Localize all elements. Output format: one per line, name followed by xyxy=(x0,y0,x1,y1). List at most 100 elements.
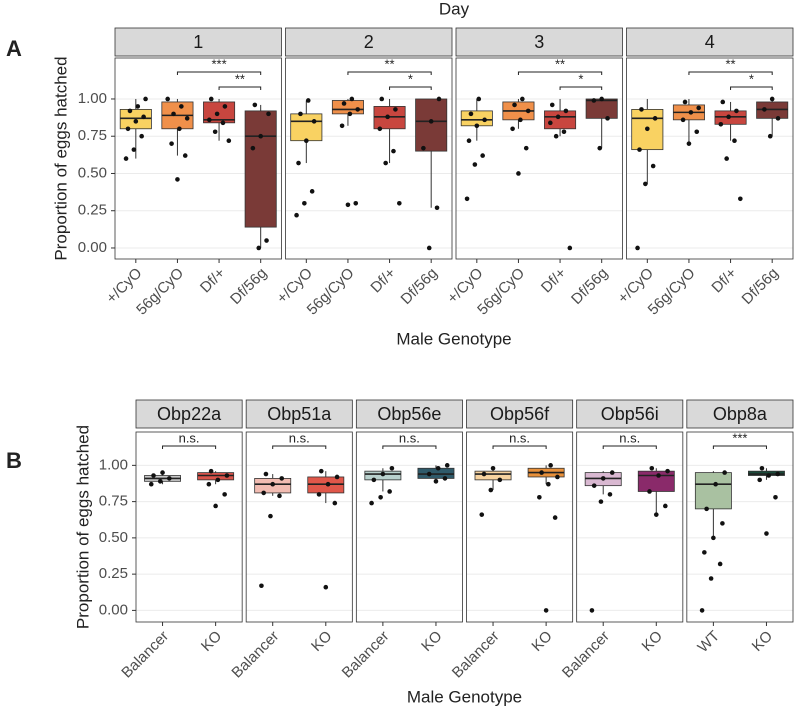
point xyxy=(717,561,723,567)
point xyxy=(206,481,212,487)
significance-bracket xyxy=(176,71,262,75)
point xyxy=(635,245,640,251)
point xyxy=(553,133,559,139)
y-tick-label: 0.00 xyxy=(78,239,107,256)
point xyxy=(270,481,276,487)
box xyxy=(290,113,323,142)
point xyxy=(518,117,523,123)
point xyxy=(702,550,707,555)
point xyxy=(252,102,258,108)
point xyxy=(726,114,731,120)
point xyxy=(650,163,656,169)
point xyxy=(734,108,739,114)
point xyxy=(341,101,347,106)
strip-label: Obp8a xyxy=(713,404,768,424)
x-tick-label: Df/56g xyxy=(739,265,782,308)
point xyxy=(561,129,567,135)
point xyxy=(653,512,659,517)
point xyxy=(309,189,315,194)
point xyxy=(345,202,351,208)
strip-label: Obp56e xyxy=(377,404,441,424)
point xyxy=(258,133,263,139)
point xyxy=(160,470,165,475)
point xyxy=(762,107,767,112)
significance-bracket xyxy=(730,86,773,90)
point xyxy=(379,96,385,102)
facet-title: Day xyxy=(439,0,470,18)
point xyxy=(520,96,525,102)
significance-label: * xyxy=(749,71,754,86)
strip xyxy=(114,27,282,57)
point xyxy=(665,468,670,474)
strip-label: 3 xyxy=(534,32,544,52)
y-tick-label: 0.50 xyxy=(99,529,128,546)
strip-label: Obp22a xyxy=(157,404,222,424)
point xyxy=(767,133,773,139)
strip xyxy=(686,399,794,429)
significance-label: n.s. xyxy=(179,430,200,445)
significance-bracket xyxy=(272,445,327,449)
point xyxy=(127,108,133,114)
significance-bracket xyxy=(688,71,773,75)
point xyxy=(391,148,396,154)
point xyxy=(175,177,180,182)
point xyxy=(264,238,269,243)
point xyxy=(385,114,390,120)
point xyxy=(179,104,184,109)
point xyxy=(720,99,726,105)
point xyxy=(369,500,374,506)
point xyxy=(688,110,694,115)
point xyxy=(605,116,610,121)
point xyxy=(141,114,146,120)
panel-letter: B xyxy=(6,448,22,473)
strip-label: Obp56i xyxy=(601,404,659,424)
point xyxy=(171,111,176,117)
point xyxy=(682,99,688,105)
x-tick-label: KO xyxy=(308,628,335,655)
point xyxy=(696,105,701,111)
x-tick-label: Df/+ xyxy=(538,264,570,296)
point xyxy=(647,489,652,494)
point xyxy=(433,479,439,484)
point xyxy=(215,477,221,483)
point xyxy=(208,96,214,102)
point xyxy=(639,107,644,112)
plot-panel xyxy=(136,432,243,622)
point xyxy=(597,145,603,151)
point xyxy=(442,476,448,481)
point xyxy=(250,145,256,151)
point xyxy=(775,116,781,121)
y-tick-label: 0.25 xyxy=(99,565,128,582)
x-tick-label: Balancer xyxy=(559,628,613,682)
point xyxy=(555,474,560,480)
point xyxy=(157,479,163,484)
point xyxy=(598,499,604,504)
significance-label: n.s. xyxy=(619,430,640,445)
x-tick-label: Df/+ xyxy=(708,264,740,296)
strip xyxy=(135,399,243,429)
point xyxy=(497,477,503,483)
point xyxy=(720,521,725,526)
box xyxy=(244,110,277,228)
point xyxy=(125,126,131,132)
point xyxy=(151,473,156,478)
panel-border xyxy=(285,57,453,260)
point xyxy=(325,481,331,487)
significance-bracket xyxy=(382,445,437,449)
point xyxy=(377,126,383,132)
point xyxy=(591,483,597,488)
significance-bracket xyxy=(218,86,262,90)
x-tick-label: KO xyxy=(528,628,555,655)
panel-border xyxy=(135,431,243,623)
point xyxy=(387,489,392,494)
point xyxy=(266,111,271,117)
significance-bracket xyxy=(347,71,432,75)
significance-bracket xyxy=(559,86,603,90)
x-tick-label: Df/56g xyxy=(568,265,611,308)
plot-panel xyxy=(576,432,683,622)
point xyxy=(607,492,613,497)
significance-bracket xyxy=(162,445,217,449)
significance-label: ** xyxy=(385,56,395,71)
point xyxy=(548,120,553,126)
point xyxy=(222,104,228,109)
